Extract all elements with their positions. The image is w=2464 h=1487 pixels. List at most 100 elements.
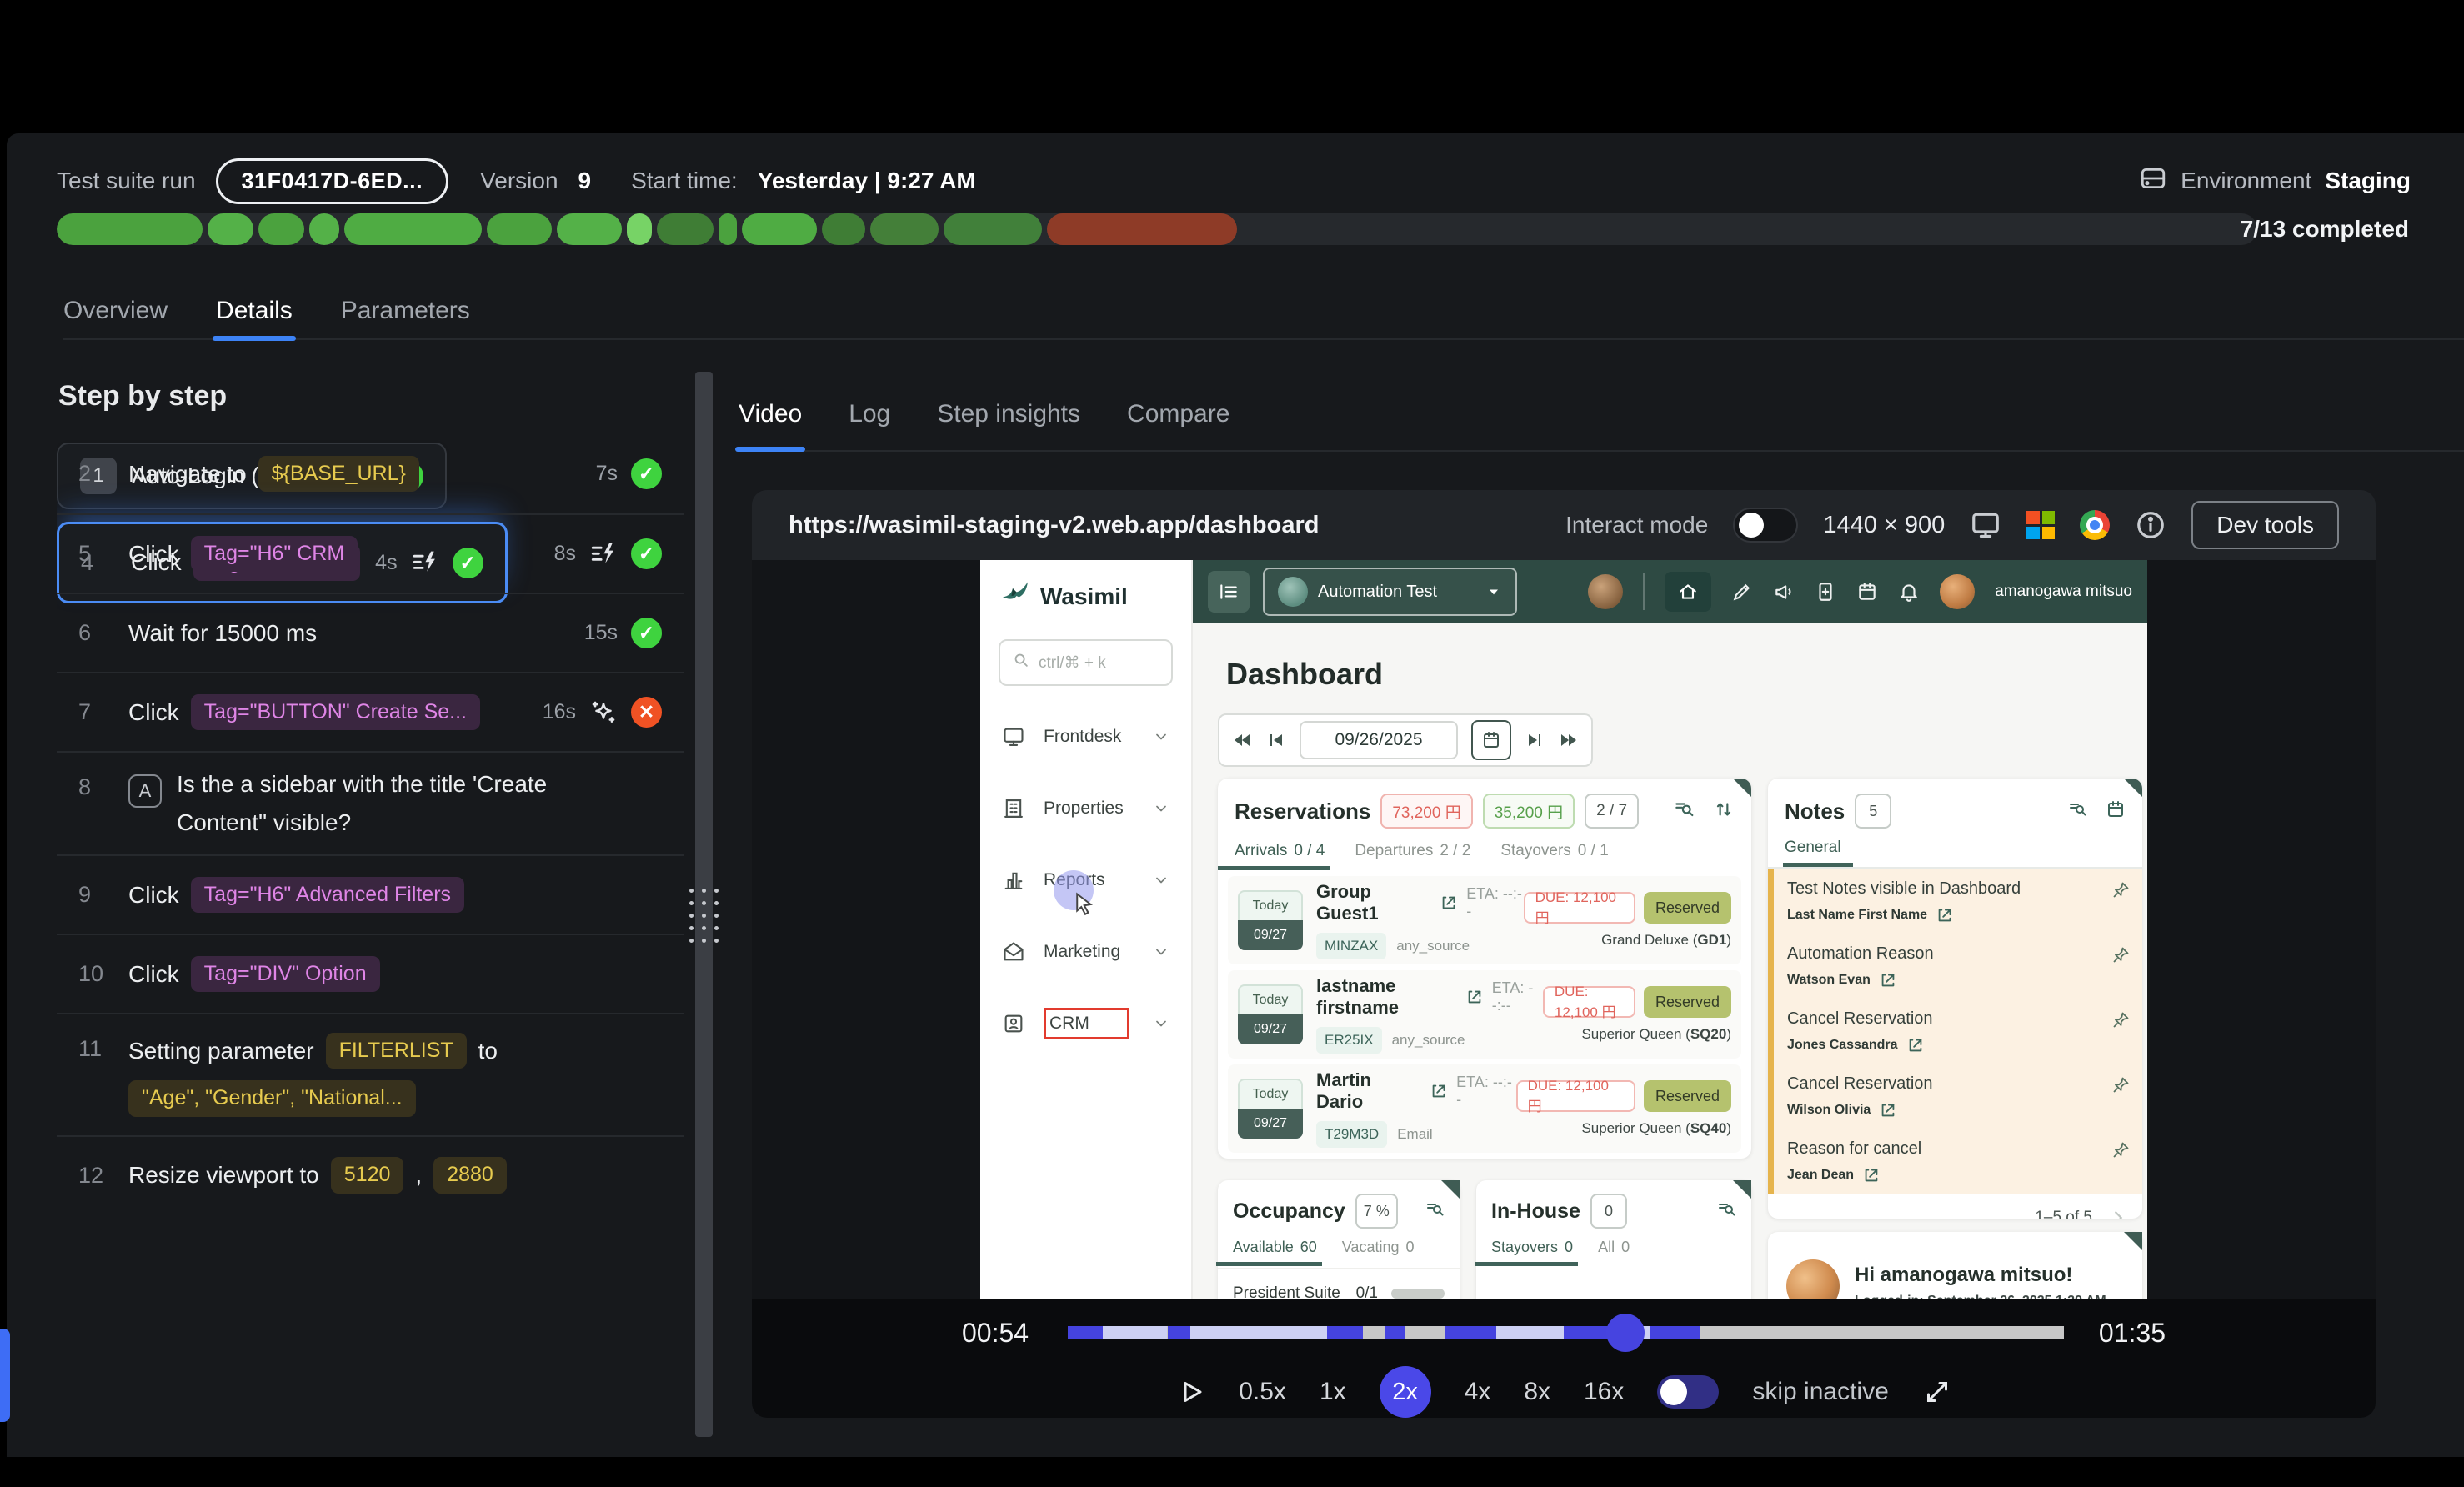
reservation-row[interactable]: Today 09/27 Martin Dario ETA: --:-- T29M3D Em… [1228, 1064, 1741, 1153]
step-item-10[interactable]: 10 Click Tag="DIV" Option [57, 934, 684, 1013]
panel-resizer[interactable] [689, 372, 719, 1437]
project-selector[interactable]: Automation Test [1263, 568, 1517, 616]
tab-overview[interactable]: Overview [63, 297, 168, 324]
viewer-tab-step-insights[interactable]: Step insights [937, 400, 1081, 428]
progress-segment-15[interactable] [1047, 213, 1237, 245]
progress-segment-12[interactable] [822, 213, 865, 245]
filter-search-icon[interactable] [1673, 799, 1695, 824]
scroll-indicator[interactable] [0, 1329, 10, 1422]
pin-icon[interactable] [2111, 880, 2131, 900]
new-document-icon[interactable] [1815, 581, 1836, 603]
occupancy-search-icon[interactable] [1425, 1199, 1445, 1224]
progress-segment-2[interactable] [208, 213, 253, 245]
external-link-icon[interactable] [1862, 1166, 1881, 1184]
progress-bar[interactable] [57, 213, 2257, 245]
step-item-7[interactable]: 7 Click Tag="BUTTON" Create Se... 16s ✕ [57, 672, 684, 751]
dev-tools-button[interactable]: Dev tools [2191, 501, 2339, 549]
tab-inhouse-stayovers[interactable]: Stayovers 0 [1474, 1239, 1579, 1266]
progress-segment-5[interactable] [344, 213, 482, 245]
skip-forward-icon[interactable] [1558, 730, 1578, 750]
run-id-pill[interactable]: 31F0417D-6ED... [215, 158, 449, 204]
skip-back-icon[interactable] [1233, 730, 1253, 750]
step-item-6[interactable]: 6 Wait for 15000 ms 15s ✓ [57, 593, 684, 672]
step-item-5[interactable]: 5 Click Tag="H6" CRM 8s ✓ [57, 513, 684, 593]
notes-search-icon[interactable] [2067, 799, 2087, 824]
step-item-12[interactable]: 12 Resize viewport to 5120, 2880 [57, 1134, 684, 1214]
next-page-icon[interactable] [2109, 1209, 2127, 1219]
progress-segment-14[interactable] [944, 213, 1042, 245]
progress-segment-10[interactable] [719, 213, 737, 245]
note-item[interactable]: Automation Reason Watson Evan [1774, 934, 2142, 999]
tab-stayovers[interactable]: Stayovers 0 / 1 [1500, 842, 1609, 859]
external-link-icon[interactable] [1879, 971, 1897, 989]
bell-icon[interactable] [1898, 581, 1920, 603]
sidebar-item-frontdesk[interactable]: Frontdesk [980, 701, 1191, 773]
speed-8x[interactable]: 8x [1524, 1378, 1550, 1405]
tab-arrivals[interactable]: Arrivals 0 / 4 [1218, 842, 1330, 870]
sidebar-item-marketing[interactable]: Marketing [980, 916, 1191, 988]
app-search-input[interactable]: ctrl/⌘ + k [999, 639, 1173, 686]
pin-icon[interactable] [2111, 1075, 2131, 1095]
pin-icon[interactable] [2111, 945, 2131, 965]
external-link-icon[interactable] [1430, 1082, 1448, 1100]
progress-segment-11[interactable] [742, 213, 817, 245]
home-button[interactable] [1665, 572, 1712, 612]
progress-segment-7[interactable] [557, 213, 622, 245]
user-avatar[interactable] [1940, 574, 1976, 609]
tab-available[interactable]: Available 60 [1216, 1239, 1322, 1266]
chrome-icon[interactable] [2080, 510, 2111, 540]
viewer-tab-video[interactable]: Video [734, 378, 806, 452]
notes-calendar-icon[interactable] [2106, 799, 2126, 824]
note-item[interactable]: Test Notes visible in Dashboard Last Name… [1774, 869, 2142, 934]
pin-icon[interactable] [2111, 1140, 2131, 1160]
tab-vacating[interactable]: Vacating 0 [1341, 1239, 1415, 1255]
sort-icon[interactable] [1713, 799, 1735, 824]
tab-inhouse-all[interactable]: All 0 [1598, 1239, 1630, 1255]
step-item-8[interactable]: 8 A Is the a sidebar with the title 'Creat… [57, 751, 684, 854]
viewer-tab-log[interactable]: Log [849, 400, 891, 428]
tab-general[interactable]: General [1783, 839, 1853, 867]
app-logo[interactable]: Wasimil [980, 560, 1191, 633]
progress-segment-8[interactable] [627, 213, 652, 245]
skip-inactive-toggle[interactable] [1657, 1375, 1720, 1409]
sidebar-collapse-button[interactable] [1208, 571, 1250, 613]
page-url[interactable]: https://wasimil-staging-v2.web.app/dashb… [789, 511, 1320, 538]
calendar-icon[interactable] [1856, 581, 1878, 603]
step-item-2[interactable]: 2 Navigate to ${BASE_URL} 7s ✓ [57, 434, 684, 513]
note-item[interactable]: Cancel Reservation Wilson Olivia [1774, 1064, 2142, 1129]
megaphone-icon[interactable] [1773, 581, 1795, 603]
playhead-knob[interactable] [1606, 1314, 1645, 1352]
speed-0-5x[interactable]: 0.5x [1239, 1378, 1286, 1405]
windows-icon[interactable] [2026, 511, 2056, 539]
fullscreen-icon[interactable] [1922, 1377, 1952, 1407]
signature-icon[interactable] [1731, 581, 1753, 603]
progress-segment-13[interactable] [870, 213, 939, 245]
reservation-row[interactable]: Today 09/27 lastname firstname ETA: --:-- ER… [1228, 970, 1741, 1059]
calendar-button[interactable] [1471, 720, 1511, 760]
inhouse-search-icon[interactable] [1716, 1199, 1736, 1224]
monitor-icon[interactable] [1970, 509, 2001, 541]
speed-16x[interactable]: 16x [1584, 1378, 1625, 1405]
timeline-track[interactable] [1068, 1314, 2064, 1352]
viewer-tab-compare[interactable]: Compare [1127, 400, 1230, 428]
note-item[interactable]: Reason for cancel Jean Dean [1774, 1129, 2142, 1194]
speed-4x[interactable]: 4x [1464, 1378, 1491, 1405]
sidebar-item-crm[interactable]: CRM [980, 988, 1191, 1059]
tab-departures[interactable]: Departures 2 / 2 [1355, 842, 1471, 859]
external-link-icon[interactable] [1465, 988, 1484, 1006]
interact-mode-toggle[interactable] [1733, 508, 1799, 543]
step-item-9[interactable]: 9 Click Tag="H6" Advanced Filters [57, 854, 684, 934]
next-day-icon[interactable] [1525, 730, 1545, 750]
step-item-11[interactable]: 11 Setting parameter FILTERLIST to "Age", "G… [57, 1013, 684, 1135]
occupancy-row[interactable]: President Suite 0/1 [1218, 1268, 1460, 1299]
video-stage[interactable]: Wasimil ctrl/⌘ + k Frontdesk Properties Re… [752, 560, 2376, 1299]
external-link-icon[interactable] [1906, 1036, 1925, 1054]
step-item-4[interactable]: 4 Click Tag="H6" CRM 4s ✓ [57, 522, 508, 603]
tab-details[interactable]: Details [213, 283, 296, 341]
external-link-icon[interactable] [1936, 906, 1954, 924]
info-icon[interactable] [2135, 509, 2166, 541]
workspace-avatar[interactable] [1588, 574, 1624, 609]
pin-icon[interactable] [2111, 1010, 2131, 1030]
external-link-icon[interactable] [1440, 894, 1458, 912]
date-input[interactable]: 09/26/2025 [1300, 721, 1458, 759]
